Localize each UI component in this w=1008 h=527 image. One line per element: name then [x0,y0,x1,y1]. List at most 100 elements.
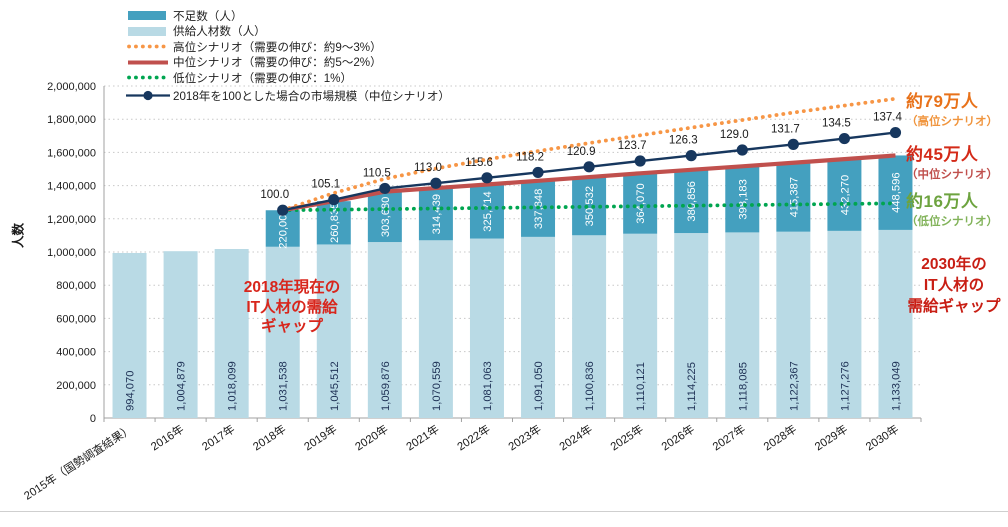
x-category-label: 2030年 [863,422,901,454]
bar-shortage-value-label: 364,070 [635,183,647,223]
bar-supply [674,233,709,418]
bar-shortage [265,210,300,247]
market-index-label: 110.5 [363,167,391,179]
market-index-label: 123.7 [618,140,647,152]
bar-shortage [827,159,862,231]
y-tick-label: 1,000,000 [47,247,96,259]
annotation-line: IT人材の需給 [246,298,338,316]
market-index-marker [481,172,493,184]
bar-supply [878,229,913,418]
bar-supply-value-label: 1,118,085 [737,362,749,411]
market-index-marker [685,150,697,162]
legend-label: 不足数（人） [173,9,243,23]
bar-shortage [878,155,913,230]
bar-supply [572,235,607,418]
y-tick-label: 400,000 [56,347,96,359]
legend-swatch-dotted [127,75,169,80]
legend-swatch-solid [128,60,168,65]
market-index-label: 120.9 [567,146,596,158]
x-category-label: 2018年 [250,422,288,454]
market-index-label: 100.0 [260,189,289,201]
legend-label: 2018年を100とした場合の市場規模（中位シナリオ） [173,89,451,103]
market-index-marker [532,166,544,179]
y-tick-label: 0 [90,413,96,425]
bar-shortage [418,188,453,241]
bar-shortage [776,162,811,232]
annotation-2030-gap-title: 2030年の IT人材の 需給ギャップ [900,254,1008,317]
y-tick-label: 1,600,000 [47,147,96,159]
legend-item: 低位シナリオ（需要の伸び：1%） [126,70,450,86]
x-category-label: 2022年 [454,422,492,454]
gap-mid-value: 約45万人 [906,145,979,164]
bar-shortage-value-label: 448,596 [890,172,902,212]
y-tick-label: 1,800,000 [47,114,96,126]
bar-shortage-value-label: 350,532 [584,186,596,226]
x-category-label: 2027年 [710,422,748,454]
legend-item: 2018年を100とした場合の市場規模（中位シナリオ） [126,88,450,104]
market-index-marker [787,138,799,150]
x-category-label: 2028年 [761,422,799,454]
market-index-label: 137.4 [873,112,902,124]
legend-label: 高位シナリオ（需要の伸び：約9～3%） [173,40,382,54]
bottom-divider [0,511,1008,512]
y-axis-title: 人数 [11,223,26,249]
annotation-line: 2030年の [921,256,987,273]
bar-shortage-value-label: 314,439 [431,194,443,234]
y-tick-label: 2,000,000 [47,81,96,93]
annotation-line: ギャップ [260,318,323,335]
gap-low-scenario: （低位シナリオ） [906,216,998,228]
bar-supply [776,231,811,418]
bar-supply-value-label: 1,031,538 [278,361,290,411]
market-index-label: 131.7 [771,123,800,135]
bar-supply-value-label: 1,122,367 [788,361,800,411]
market-index-marker [634,155,646,167]
bar-supply-value-label: 1,070,559 [431,361,443,411]
x-category-label: 2023年 [505,422,543,454]
bar-supply [214,248,249,418]
chart-legend: 不足数（人） 供給人材数（人） 高位シナリオ（需要の伸び：約9～3%） 中位シナリオ（… [126,8,450,104]
bar-shortage [469,184,504,239]
x-category-label: 2026年 [659,422,697,454]
bar-supply-value-label: 1,059,876 [380,361,392,411]
bar-shortage-value-label: 260,835 [329,203,341,243]
bar-supply-value-label: 1,045,512 [329,361,341,411]
bar-supply-value-label: 1,081,063 [482,361,494,411]
market-index-marker [430,177,442,189]
bar-shortage-value-label: 398,183 [737,179,749,219]
y-tick-label: 1,200,000 [47,214,96,226]
annotation-2018-gap: 2018年現在の IT人材の需給 ギャップ [212,278,372,337]
bar-supply [623,233,658,418]
bar-shortage-value-label: 432,270 [839,175,851,215]
market-index-label: 126.3 [669,135,698,147]
y-tick-label: 600,000 [56,313,96,325]
line-low-scenario [280,201,898,213]
y-tick-label: 200,000 [56,380,96,392]
gap-low-value: 約16万人 [906,192,979,211]
bar-supply [827,230,862,418]
bar-shortage-value-label: 415,387 [788,177,800,217]
legend-item: 供給人材数（人） [126,24,450,40]
annotation-gap-low: 約16万人 （低位シナリオ） [906,187,1006,229]
bar-supply [725,232,760,418]
x-category-label: 2019年 [301,422,339,454]
bar-supply [469,238,504,418]
legend-item: 不足数（人） [126,8,450,24]
gap-high-value: 約79万人 [906,92,979,111]
gap-mid-scenario: （中位シナリオ） [906,169,998,181]
bar-shortage-value-label: 303,680 [380,197,392,237]
annotation-line: 需給ギャップ [907,298,1001,315]
bar-supply-value-label: 1,091,050 [533,361,545,411]
bar-supply [316,244,351,418]
market-index-label: 115.6 [465,157,493,169]
bar-supply-value-label: 1,133,049 [890,361,902,411]
bar-shortage-value-label: 380,856 [686,181,698,221]
bar-supply-value-label: 994,070 [125,371,137,411]
bar-shortage [674,169,709,234]
annotation-line: 2018年現在の [243,279,341,296]
x-category-label: 2029年 [812,422,850,454]
market-index-marker [379,182,391,195]
legend-swatch-dotted [127,44,169,49]
market-index-marker [277,204,289,216]
bar-supply [112,252,147,418]
